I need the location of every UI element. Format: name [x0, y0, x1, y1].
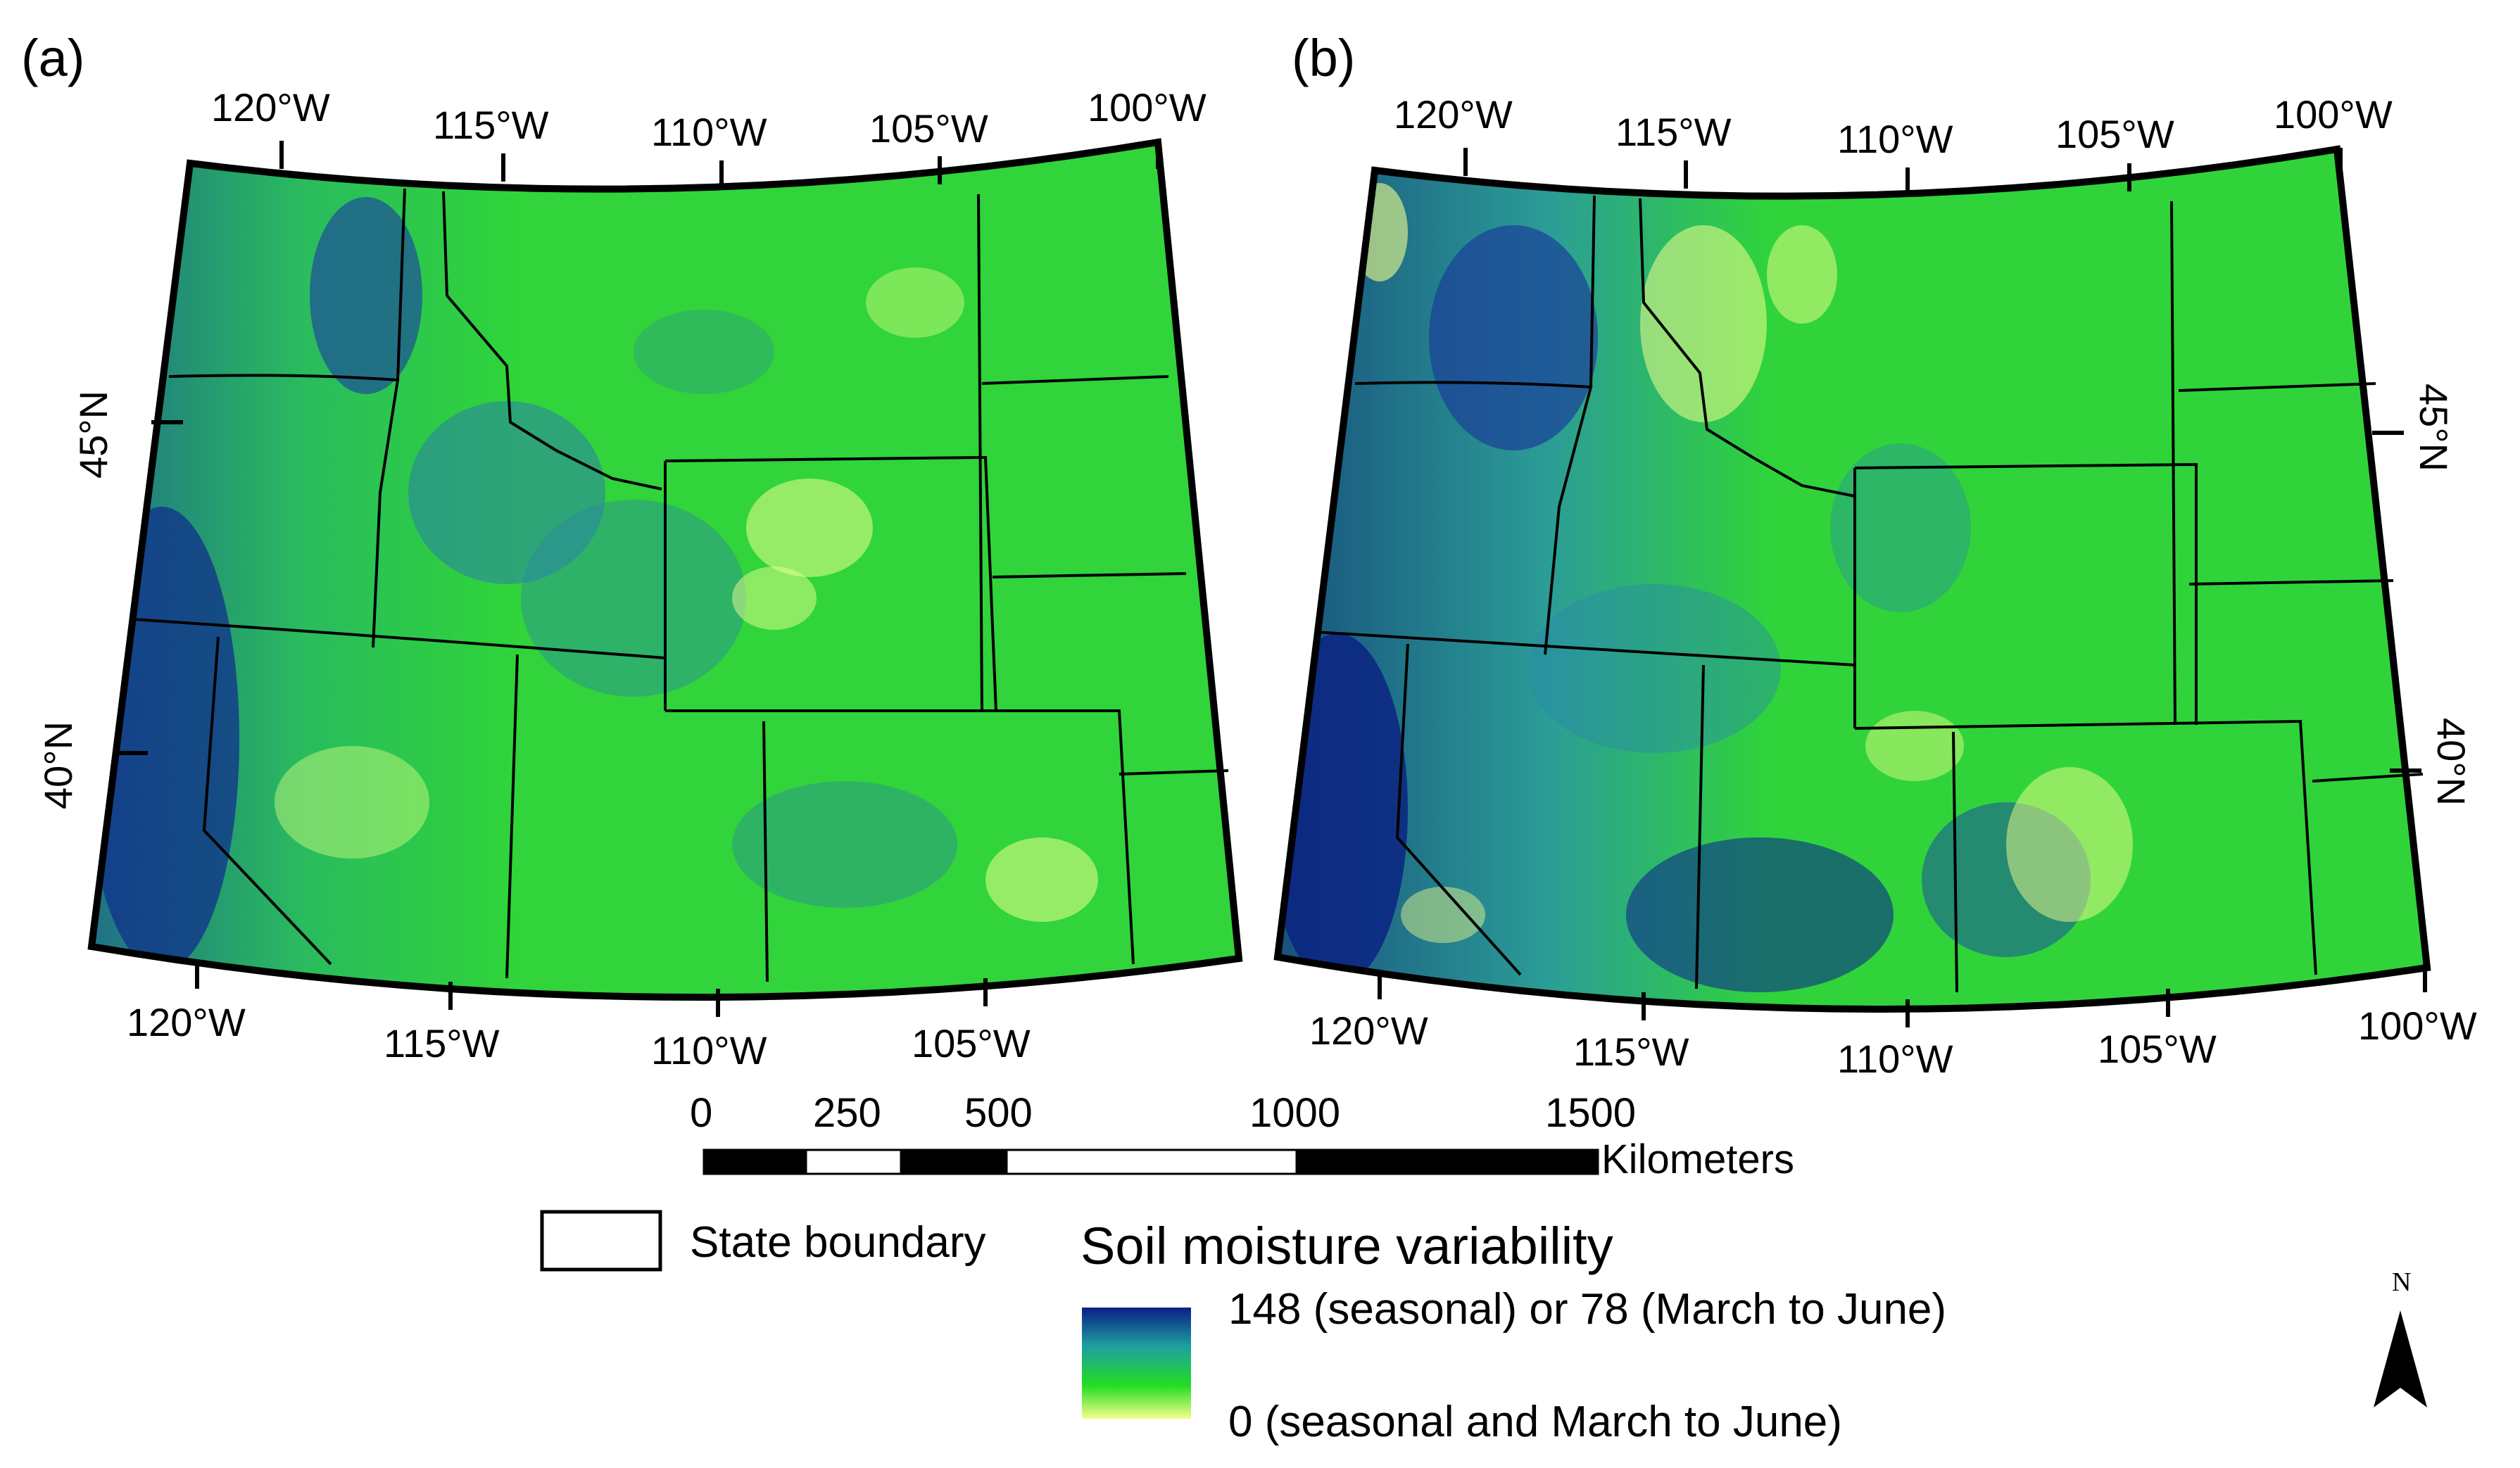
panel-b-bottom-lon-label: 115°W	[1573, 1030, 1689, 1074]
panel-b-bottom-lon-label: 100°W	[2358, 1004, 2477, 1048]
panel-b-bottom-lon-label: 105°W	[2098, 1027, 2217, 1071]
panel-a-top-lon-label: 120°W	[211, 85, 330, 129]
scale-tick-label: 500	[964, 1090, 1033, 1136]
panel-a-label: (a)	[21, 29, 85, 87]
legend-low-label: 0 (seasonal and March to June)	[1228, 1398, 1842, 1446]
panel-a-top-lon-label: 110°W	[651, 110, 767, 154]
panel-b-top-lon-label: 110°W	[1837, 117, 1953, 161]
scale-unit-label: Kilometers	[1601, 1137, 1794, 1182]
panel-b-lat-label: 45°N	[2412, 384, 2456, 472]
panel-a-bottom-lon-label: 105°W	[912, 1021, 1031, 1065]
scale-tick-label: 1000	[1249, 1090, 1341, 1136]
panel-b-top-lon-label: 100°W	[2274, 92, 2393, 137]
panel-a-top-lon-label: 100°W	[1088, 85, 1207, 129]
panel-a-bottom-lon-label: 110°W	[651, 1028, 767, 1072]
panel-a-bottom-lon-label: 120°W	[127, 1000, 246, 1044]
graticule-ticks-b	[1378, 148, 2427, 1027]
panel-b-bottom-lon-label: 120°W	[1309, 1008, 1428, 1053]
soil-moisture-colorbar	[1082, 1308, 1191, 1419]
panel-b-bottom-lon-label: 110°W	[1837, 1037, 1953, 1081]
panel-b-lat-label: 40°N	[2429, 718, 2474, 806]
scale-bar	[703, 1149, 1599, 1175]
panel-a-top-lon-label: 115°W	[433, 103, 549, 147]
panel-b-label: (b)	[1292, 29, 1356, 87]
panel-b-top-lon-label: 115°W	[1615, 110, 1732, 154]
graticule-ticks-a	[116, 141, 1160, 1017]
legend-high-label: 148 (seasonal) or 78 (March to June)	[1228, 1285, 1947, 1334]
panel-b-top-lon-label: 105°W	[2055, 112, 2174, 156]
scale-tick-label: 1500	[1545, 1090, 1637, 1136]
panel-a-bottom-lon-label: 115°W	[384, 1021, 500, 1065]
map-panel-a	[87, 138, 1243, 1017]
north-arrow-label: N	[2392, 1267, 2412, 1297]
scale-tick-label: 250	[813, 1090, 881, 1136]
panel-a-lat-label: 40°N	[36, 721, 80, 809]
scale-tick-label: 0	[690, 1090, 713, 1136]
legend-title: Soil moisture variability	[1081, 1217, 1613, 1275]
map-panel-b	[1273, 145, 2431, 1027]
state-boundary-label: State boundary	[690, 1218, 986, 1267]
north-arrow-icon	[2374, 1310, 2427, 1407]
state-boundary-swatch	[540, 1210, 662, 1272]
state-boundaries-b	[1314, 195, 2424, 993]
panel-b-top-lon-label: 120°W	[1394, 92, 1513, 137]
panel-a-top-lon-label: 105°W	[869, 106, 988, 151]
panel-a-lat-label: 45°N	[71, 390, 115, 479]
state-boundaries-a	[133, 188, 1229, 982]
